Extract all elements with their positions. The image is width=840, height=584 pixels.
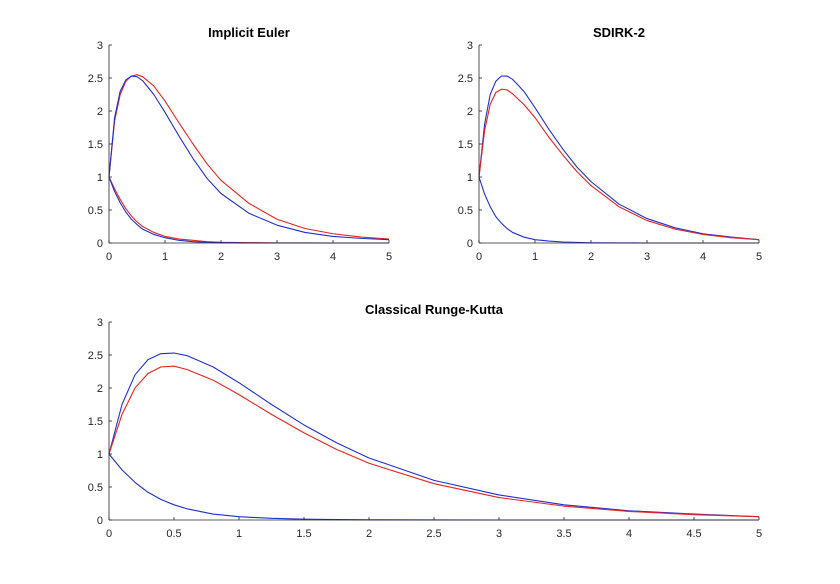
y-tick-label: 2	[97, 383, 103, 395]
x-tick-label: 0	[106, 251, 112, 263]
y-tick-label: 1.5	[88, 416, 103, 428]
y-tick-label: 2	[97, 106, 103, 118]
x-tick-label: 4	[626, 528, 632, 540]
chart-title: Classical Runge-Kutta	[365, 302, 504, 317]
y-tick-label: 0	[97, 238, 103, 250]
x-tick-label: 3	[274, 251, 280, 263]
y-tick-label: 1	[97, 449, 103, 461]
y-tick-label: 2.5	[458, 73, 473, 85]
axes-sdirk-2: 0 1 2 3 4 5 0 0.5 1 1.5 2 2.5 3 SDIRK-2	[458, 25, 762, 263]
series-line-2	[108, 365, 760, 518]
y-tick-label: 0.5	[88, 482, 103, 494]
y-tick-label: 2	[467, 106, 473, 118]
series-line-1	[108, 352, 760, 518]
x-tick-label: 3	[496, 528, 502, 540]
series-line-3	[108, 453, 759, 521]
y-tick-label: 0.5	[458, 205, 473, 217]
series-line-3	[478, 176, 759, 244]
x-tick-label: 4.5	[686, 528, 701, 540]
series-line-2	[108, 75, 390, 241]
axes-classical-runge-kutta: 0 0.5 1 1.5 2 2.5 3 3.5 4 4.5 5 0 0.5 1 1.5 2 2.5 3 Classi…	[88, 302, 762, 540]
chart-title: Implicit Euler	[208, 25, 290, 40]
x-tick-label: 5	[756, 528, 762, 540]
x-tick-label: 2	[588, 251, 594, 263]
y-tick-label: 3	[97, 317, 103, 329]
series-line-1	[478, 75, 760, 241]
y-tick-label: 1	[97, 172, 103, 184]
y-tick-label: 0	[97, 515, 103, 527]
x-tick-label: 1	[532, 251, 538, 263]
y-tick-label: 0.5	[88, 205, 103, 217]
x-tick-label: 3	[644, 251, 650, 263]
x-tick-label: 3.5	[556, 528, 571, 540]
x-tick-label: 5	[386, 251, 392, 263]
x-tick-label: 0	[476, 251, 482, 263]
y-tick-label: 3	[97, 40, 103, 52]
chart-title: SDIRK-2	[593, 25, 645, 40]
x-tick-label: 0.5	[166, 528, 181, 540]
axes-implicit-euler: 0 1 2 3 4 5 0 0.5 1 1.5 2 2.5 3 Implicit Euler	[88, 25, 392, 263]
series-line-4	[108, 176, 389, 244]
x-tick-label: 2.5	[426, 528, 441, 540]
x-tick-label: 1.5	[296, 528, 311, 540]
x-tick-label: 0	[106, 528, 112, 540]
x-tick-label: 4	[330, 251, 336, 263]
y-tick-label: 3	[467, 40, 473, 52]
x-tick-label: 4	[700, 251, 706, 263]
y-tick-label: 1.5	[458, 139, 473, 151]
y-tick-label: 2.5	[88, 73, 103, 85]
x-tick-label: 5	[756, 251, 762, 263]
x-tick-label: 2	[218, 251, 224, 263]
x-tick-label: 2	[366, 528, 372, 540]
x-tick-label: 1	[236, 528, 242, 540]
y-tick-label: 2.5	[88, 350, 103, 362]
y-tick-label: 1.5	[88, 139, 103, 151]
series-line-2	[478, 88, 760, 241]
x-tick-label: 1	[162, 251, 168, 263]
y-tick-label: 0	[467, 238, 473, 250]
y-tick-label: 1	[467, 172, 473, 184]
series-line-1	[108, 74, 390, 240]
